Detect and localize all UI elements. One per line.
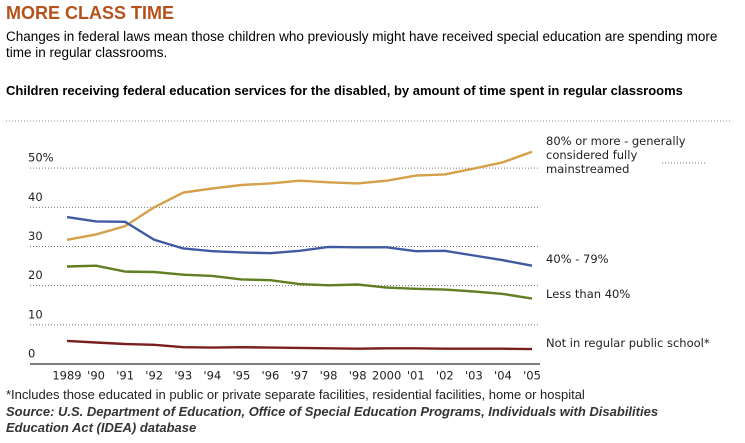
- series-label: Less than 40%: [546, 287, 631, 301]
- series-line: [66, 264, 533, 300]
- title: MORE CLASS TIME: [6, 3, 175, 23]
- series-label: 80% or more - generally considered fully…: [546, 134, 686, 176]
- x-tick-label: '91: [116, 369, 134, 383]
- x-tick-label: 1989: [52, 369, 81, 383]
- source: Source: U.S. Department of Education, Of…: [6, 404, 659, 435]
- y-tick-label: 20: [28, 268, 43, 282]
- y-tick-label: 0: [28, 347, 35, 361]
- x-tick-label: '05: [523, 369, 541, 383]
- x-tick-label: '04: [494, 369, 512, 383]
- series-line: [66, 150, 533, 241]
- x-tick-label: '90: [87, 369, 105, 383]
- series-label: 40% - 79%: [546, 252, 609, 266]
- x-tick-label: '92: [145, 369, 163, 383]
- series-label: Not in regular public school*: [546, 336, 710, 350]
- subtitle: Changes in federal laws mean those child…: [6, 29, 718, 60]
- x-tick-label: '03: [465, 369, 483, 383]
- y-tick-label: 30: [28, 229, 43, 243]
- x-tick-label: '96: [262, 369, 280, 383]
- x-tick-label: '01: [407, 369, 425, 383]
- x-tick-label: '97: [291, 369, 309, 383]
- x-tick-label: '98: [320, 369, 338, 383]
- series-line: [66, 339, 533, 351]
- x-tick-label: '98: [349, 369, 367, 383]
- x-tick-label: '95: [232, 369, 250, 383]
- chart-title: Children receiving federal education ser…: [6, 83, 683, 98]
- x-tick-label: '93: [174, 369, 192, 383]
- y-tick-label: 10: [28, 307, 43, 321]
- x-tick-label: '94: [203, 369, 221, 383]
- series-line: [66, 215, 533, 267]
- y-tick-label: 50%: [28, 151, 54, 165]
- y-tick-label: 40: [28, 190, 43, 204]
- footnote: *Includes those educated in public or pr…: [6, 387, 585, 402]
- x-tick-label: '02: [436, 369, 454, 383]
- x-tick-label: 2000: [372, 369, 401, 383]
